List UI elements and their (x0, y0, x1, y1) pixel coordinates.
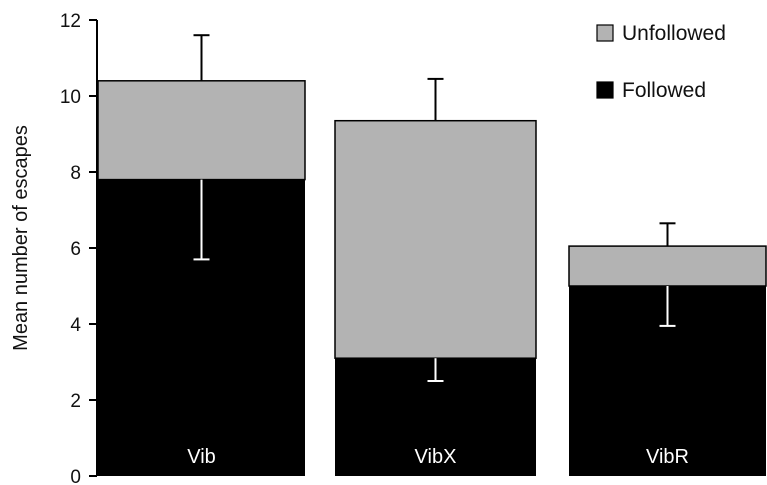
bars: Vib VibX VibR (97, 80, 767, 476)
y-tick-label: 0 (70, 467, 81, 485)
bar-unfollowed-vibr (568, 245, 767, 287)
y-axis: 0 2 4 6 8 10 12 (60, 11, 98, 485)
y-tick-label: 6 (70, 239, 81, 260)
y-tick-label: 10 (60, 87, 81, 108)
legend-swatch-followed (596, 81, 614, 99)
y-tick-label: 12 (60, 11, 81, 32)
legend-swatch-unfollowed (596, 24, 614, 42)
category-label: Vib (187, 446, 216, 468)
error-bars (193, 34, 676, 382)
legend-label-unfollowed: Unfollowed (622, 22, 726, 45)
y-tick-label: 2 (70, 391, 81, 412)
y-tick-label: 8 (70, 163, 81, 184)
bar-unfollowed-vib (97, 80, 306, 181)
legend-label-followed: Followed (622, 79, 706, 102)
bar-unfollowed-vibx (334, 119, 537, 359)
y-tick-label: 4 (70, 315, 81, 336)
category-label: VibX (415, 446, 457, 468)
category-label: VibR (646, 446, 689, 468)
y-axis-title: Mean number of escapes (10, 125, 32, 351)
legend: Unfollowed Followed (596, 22, 726, 102)
